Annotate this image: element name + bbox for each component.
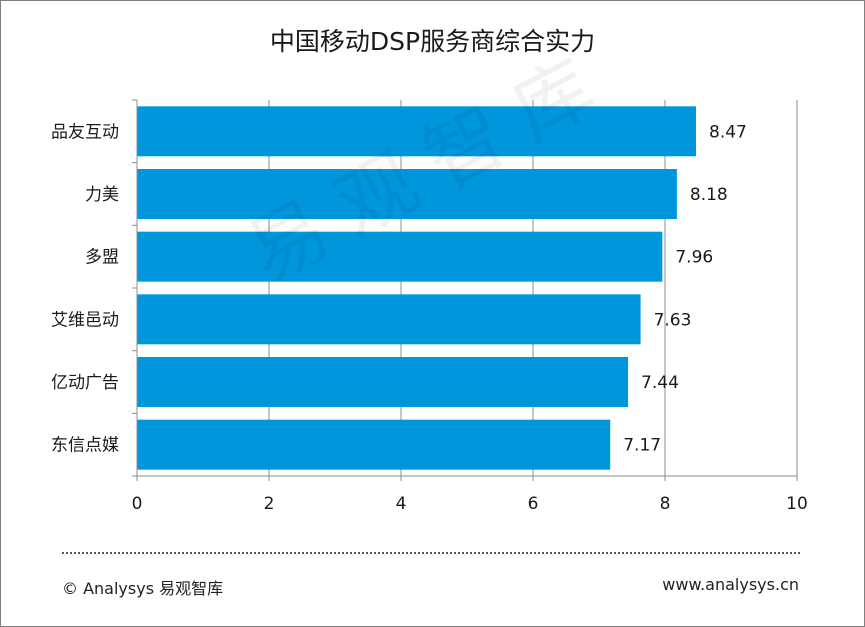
x-tick-label-5: 10 <box>786 494 808 514</box>
value-label-3: 7.63 <box>654 310 692 330</box>
bar-5 <box>137 419 611 470</box>
value-label-1: 8.18 <box>690 185 728 205</box>
x-tick-label-3: 6 <box>528 494 539 514</box>
x-tick-label-0: 0 <box>132 494 143 514</box>
bar-2 <box>137 231 663 282</box>
value-label-0: 8.47 <box>709 122 747 142</box>
category-label-2: 多盟 <box>85 248 119 268</box>
value-label-2: 7.96 <box>675 248 713 268</box>
bar-4 <box>137 357 629 407</box>
value-label-4: 7.44 <box>641 373 679 393</box>
category-label-1: 力美 <box>85 185 119 205</box>
copyright-text: © Analysys 易观智库 <box>62 579 224 598</box>
x-tick-label-2: 4 <box>396 494 407 514</box>
footer-divider <box>62 552 800 554</box>
x-tick-label-4: 8 <box>660 494 671 514</box>
category-label-0: 品友互动 <box>51 122 119 142</box>
website-link[interactable]: www.analysys.cn <box>662 575 799 594</box>
bar-3 <box>137 294 641 345</box>
bar-0 <box>137 106 697 157</box>
category-label-5: 东信点媒 <box>51 436 119 456</box>
chart-title: 中国移动DSP服务商综合实力 <box>269 27 596 56</box>
value-label-5: 7.17 <box>623 436 661 456</box>
category-label-4: 亿动广告 <box>51 373 119 393</box>
category-label-3: 艾维邑动 <box>51 310 119 330</box>
x-tick-label-1: 2 <box>264 494 275 514</box>
bar-1 <box>137 169 677 219</box>
